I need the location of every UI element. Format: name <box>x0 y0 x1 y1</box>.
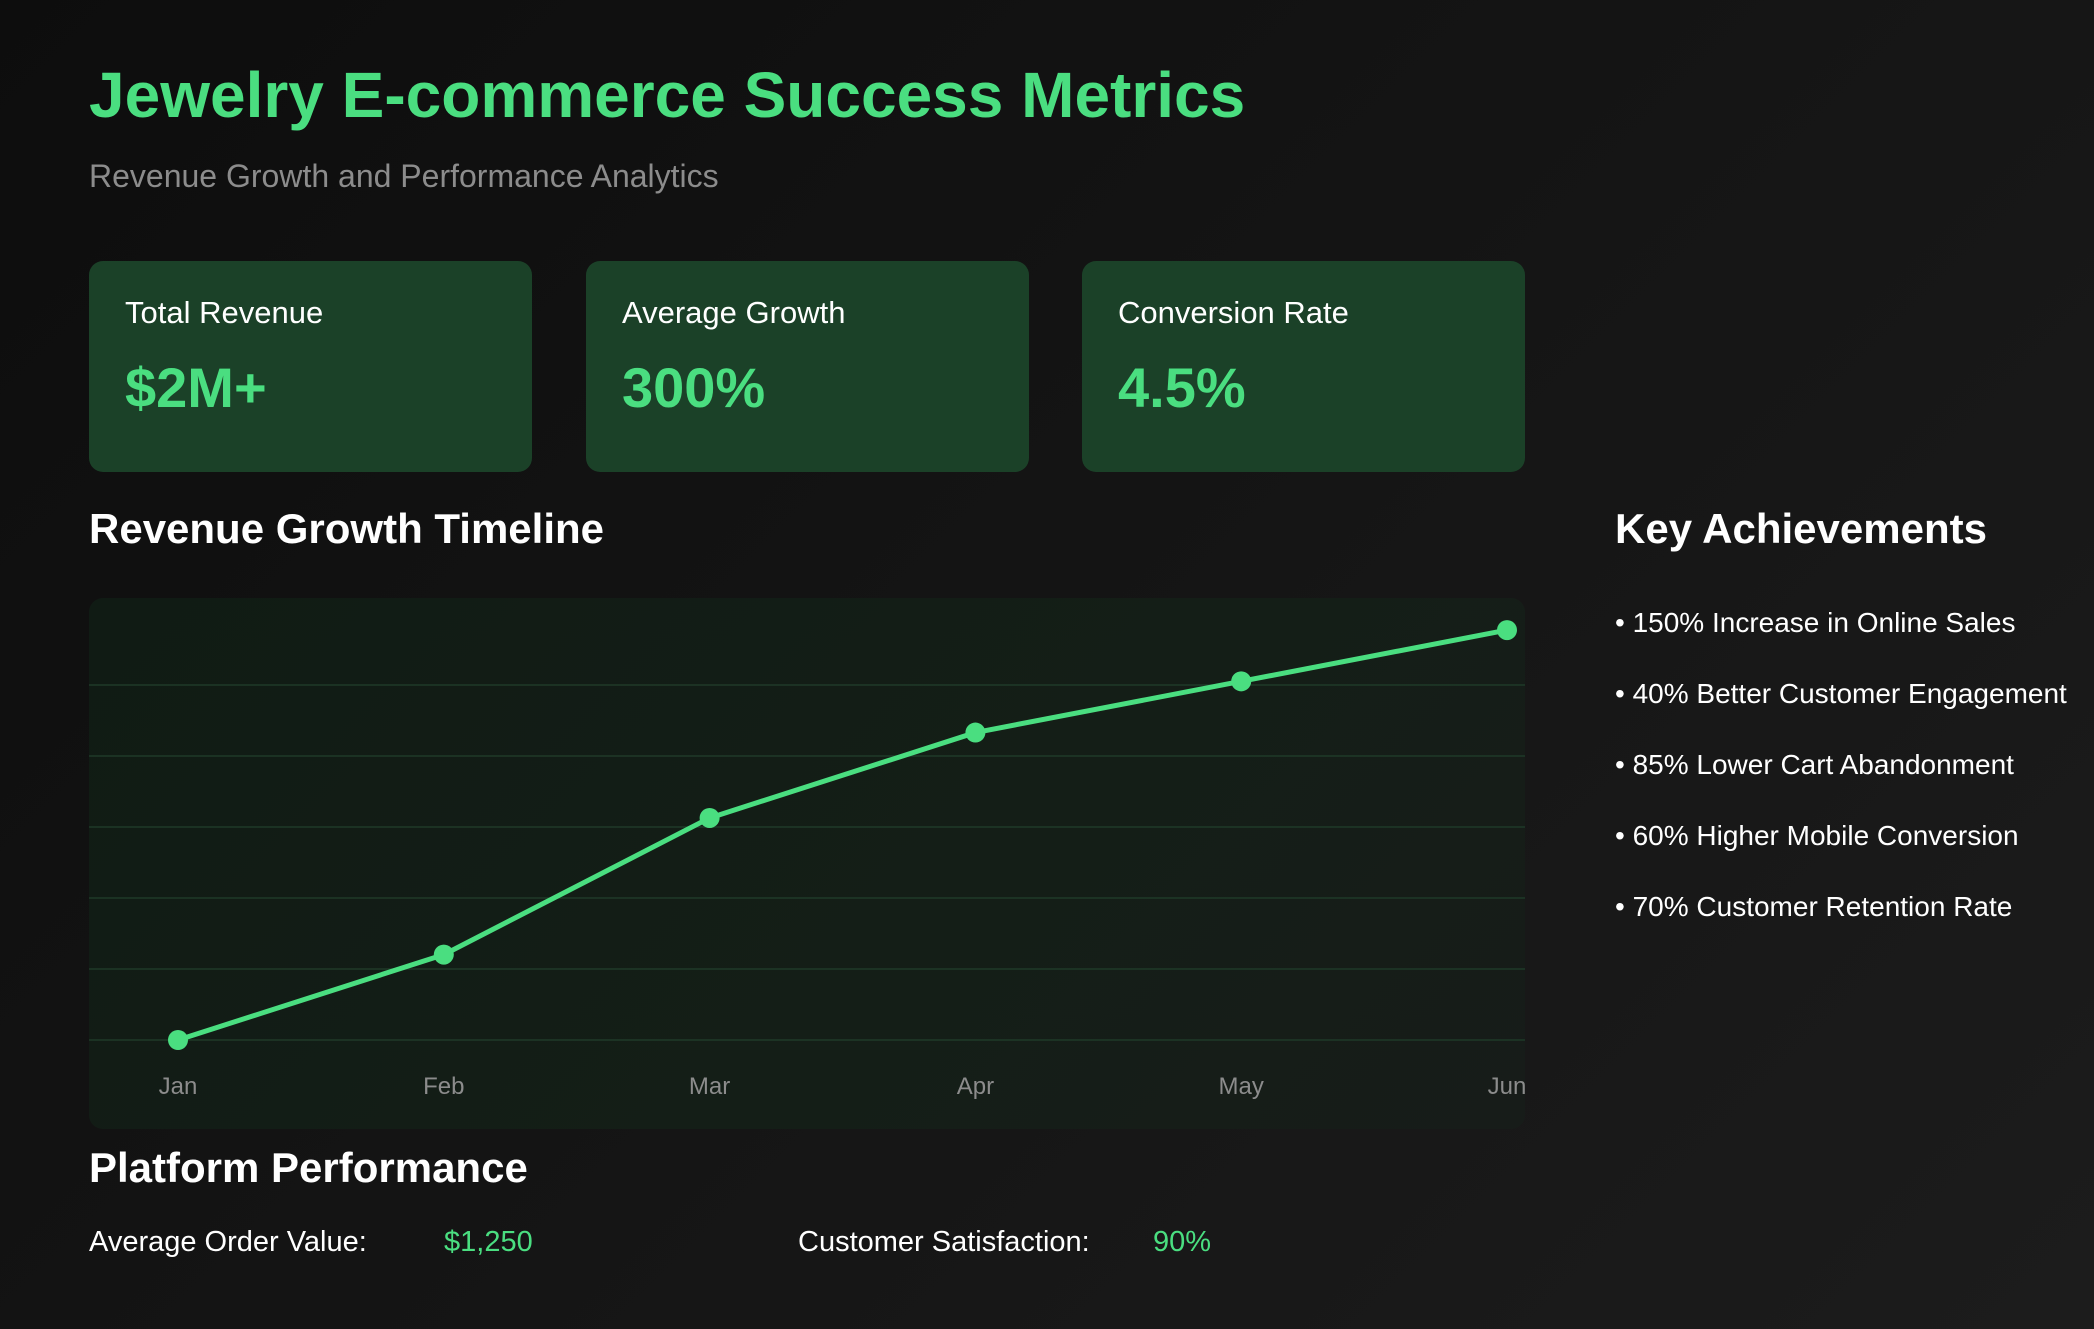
metric-card-value: $2M+ <box>125 356 267 419</box>
data-point-jan <box>168 1030 188 1050</box>
metric-card-label: Total Revenue <box>125 295 324 330</box>
page-title: Jewelry E-commerce Success Metrics <box>89 59 1246 131</box>
achievements-heading: Key Achievements <box>1615 505 1987 552</box>
x-tick-label: Feb <box>423 1073 464 1100</box>
metric-card-conversion-rate: Conversion Rate 4.5% <box>1082 261 1525 472</box>
achievement-item: • 70% Customer Retention Rate <box>1615 891 2013 922</box>
metric-card-value: 300% <box>622 356 766 419</box>
data-point-jun <box>1497 620 1517 641</box>
x-tick-label: Mar <box>689 1073 730 1100</box>
data-point-may <box>1231 671 1252 692</box>
data-point-apr <box>965 722 986 743</box>
metric-card-value: 4.5% <box>1118 356 1246 419</box>
achievement-item: • 150% Increase in Online Sales <box>1615 607 2016 638</box>
achievement-item: • 40% Better Customer Engagement <box>1615 678 2067 709</box>
x-tick-label: Jun <box>1488 1073 1527 1100</box>
x-tick-label: Apr <box>957 1073 994 1100</box>
achievement-item: • 60% Higher Mobile Conversion <box>1615 820 2019 851</box>
customer-satisfaction-label: Customer Satisfaction: <box>798 1226 1090 1258</box>
data-point-mar <box>699 807 720 828</box>
achievements-list: • 150% Increase in Online Sales • 40% Be… <box>1615 600 2067 955</box>
average-order-value: $1,250 <box>444 1226 533 1258</box>
achievement-item: • 85% Lower Cart Abandonment <box>1615 749 2014 780</box>
customer-satisfaction-value: 90% <box>1153 1226 1212 1258</box>
data-point-feb <box>433 944 454 965</box>
x-tick-label: May <box>1219 1073 1264 1100</box>
page-subtitle: Revenue Growth and Performance Analytics <box>89 158 719 194</box>
x-tick-label: Jan <box>159 1073 198 1100</box>
series-line <box>175 627 1510 1043</box>
performance-heading: Platform Performance <box>89 1144 528 1191</box>
average-order-value-label: Average Order Value: <box>89 1226 367 1258</box>
timeline-heading: Revenue Growth Timeline <box>89 505 605 552</box>
metric-card-label: Average Growth <box>622 295 846 330</box>
revenue-growth-chart: Jan Feb Mar Apr May Jun <box>89 598 1527 1129</box>
revenue-growth-chart-svg: Jan Feb Mar Apr May Jun <box>89 620 1527 1100</box>
metric-card-total-revenue: Total Revenue $2M+ <box>89 261 532 472</box>
metric-card-average-growth: Average Growth 300% <box>586 261 1029 472</box>
metric-card-label: Conversion Rate <box>1118 295 1349 330</box>
